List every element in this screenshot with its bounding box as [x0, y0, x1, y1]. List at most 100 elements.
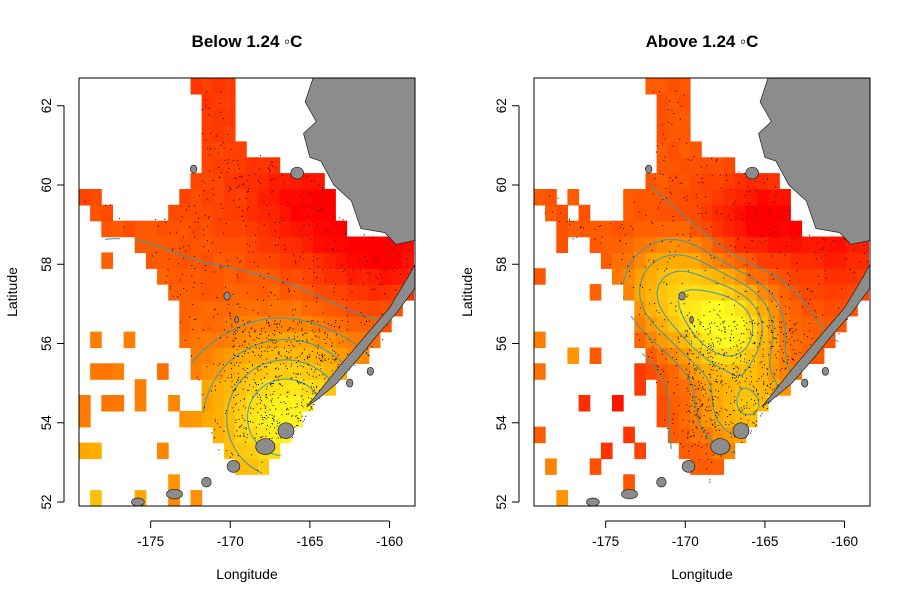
heat-cell	[756, 347, 769, 364]
heat-cell	[701, 442, 713, 460]
heat-cell	[279, 410, 292, 428]
heat-cell	[279, 220, 292, 238]
heat-cell	[678, 410, 691, 428]
heat-cell	[600, 252, 613, 269]
heat-cell	[690, 236, 702, 253]
heat-cell	[324, 189, 336, 206]
heat-cell	[678, 252, 691, 269]
heat-cell	[690, 410, 702, 428]
heat-cell	[723, 363, 736, 380]
heat-cell	[745, 284, 758, 301]
heat-cell	[223, 252, 236, 269]
heat-cell	[313, 331, 325, 349]
heat-cell	[712, 458, 725, 475]
heat-cell	[667, 284, 680, 301]
heat-cell	[545, 189, 557, 206]
heat-cell	[212, 268, 225, 285]
heat-cell	[634, 284, 646, 301]
heat-cell	[212, 252, 225, 269]
heat-cell	[667, 189, 680, 206]
heat-cell	[190, 363, 203, 380]
heat-cell	[179, 252, 191, 269]
heat-cell	[235, 299, 247, 317]
heat-cell	[745, 395, 758, 412]
heat-cell	[734, 363, 747, 380]
island	[678, 291, 686, 301]
heat-cell	[380, 299, 392, 317]
heat-cell	[346, 268, 359, 285]
island	[166, 488, 183, 500]
heat-cell	[634, 363, 646, 380]
heat-cell	[201, 268, 214, 285]
y-tick-label: 60	[39, 177, 54, 192]
heat-cell	[357, 236, 370, 253]
heat-cell	[812, 315, 825, 333]
heat-cell	[279, 299, 292, 317]
heat-cell	[768, 315, 780, 333]
heat-cell	[667, 157, 680, 174]
alaska-mainland	[303, 78, 415, 245]
heat-cell	[678, 109, 691, 127]
heat-cell	[246, 458, 258, 475]
heat-cell	[589, 458, 602, 475]
heat-cell	[235, 284, 247, 301]
heat-cell	[723, 426, 736, 444]
heat-cell	[567, 220, 580, 238]
heat-cell	[268, 268, 281, 285]
heat-cell	[246, 157, 258, 174]
heat-cell	[678, 204, 691, 222]
y-tick-label: 60	[494, 177, 509, 192]
heat-cell	[313, 284, 325, 301]
heat-cell	[246, 284, 258, 301]
heat-cell	[201, 363, 214, 380]
heat-cell	[634, 379, 646, 396]
heat-cell	[690, 331, 702, 349]
heat-cell	[246, 236, 258, 253]
heat-cell	[212, 78, 225, 95]
heat-cell	[756, 220, 769, 238]
heat-cell	[223, 220, 236, 238]
heat-cell	[690, 189, 702, 206]
heat-cell	[246, 204, 258, 222]
y-tick-label: 56	[39, 336, 54, 351]
heat-cell	[179, 315, 191, 333]
heat-cell	[678, 141, 691, 158]
heat-cell	[290, 220, 303, 238]
heat-cell	[745, 379, 758, 396]
heat-cell	[667, 236, 680, 253]
heat-cell	[368, 284, 381, 301]
contour-line	[190, 317, 371, 364]
heat-cell	[656, 252, 669, 269]
heat-cell	[268, 220, 281, 238]
heat-cell	[723, 299, 736, 317]
heat-cell	[223, 236, 236, 253]
heat-cell	[190, 347, 203, 364]
heat-cell	[313, 173, 325, 190]
heat-cell	[301, 315, 314, 333]
heat-cell	[257, 299, 270, 317]
heat-cell	[79, 442, 91, 460]
heat-cell	[790, 347, 803, 364]
heat-cell	[690, 442, 702, 460]
heat-cell	[745, 268, 758, 285]
heat-cell	[190, 173, 203, 190]
heat-cell	[723, 379, 736, 396]
heat-cell	[756, 284, 769, 301]
heat-cell	[712, 395, 725, 412]
contour-line	[105, 237, 393, 323]
heat-cell	[246, 395, 258, 412]
heat-cell	[201, 141, 214, 158]
heat-cell	[667, 141, 680, 158]
heat-cell	[279, 173, 292, 190]
heat-cell	[223, 93, 236, 111]
heat-cell	[190, 78, 203, 95]
heat-cell	[768, 220, 780, 238]
heat-cell	[257, 347, 270, 364]
heat-cell	[634, 252, 646, 269]
heat-cell	[812, 236, 825, 253]
heat-cell	[656, 284, 669, 301]
heat-cell	[712, 426, 725, 444]
heat-cell	[745, 252, 758, 269]
heat-cell	[268, 252, 281, 269]
heat-cell	[790, 252, 803, 269]
